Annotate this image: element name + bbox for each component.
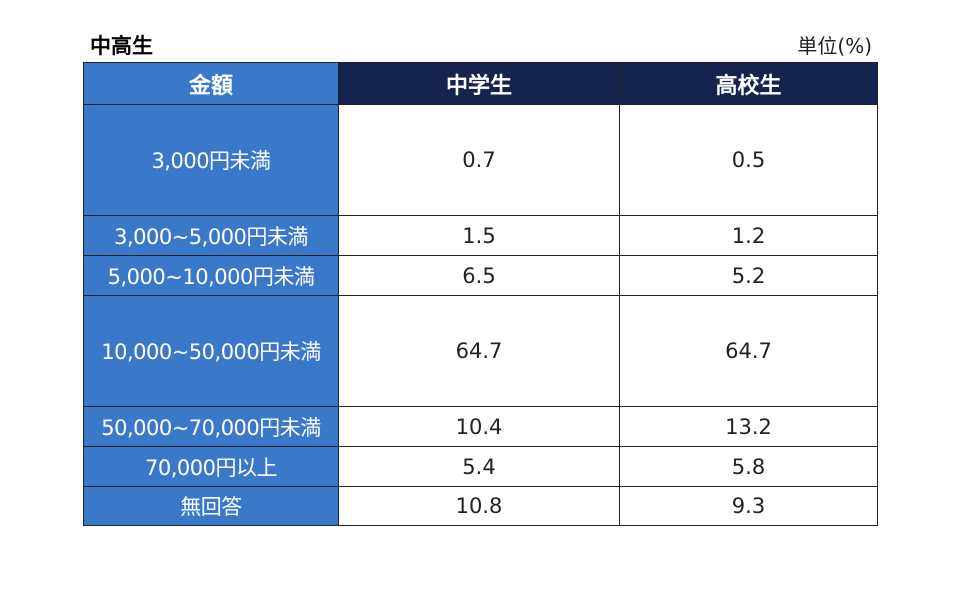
junior-value: 10.8 <box>338 486 620 526</box>
row-label: 50,000~70,000円未満 <box>83 406 339 447</box>
table-row: 3,000~5,000円未満 1.5 1.2 <box>83 215 878 256</box>
header-row: 金額 中学生 高校生 <box>83 62 878 105</box>
senior-value: 0.5 <box>619 104 878 216</box>
table-title: 中高生 <box>90 34 153 58</box>
senior-value: 9.3 <box>619 486 878 526</box>
row-label: 70,000円以上 <box>83 446 339 487</box>
junior-value: 1.5 <box>338 215 620 256</box>
table-row: 50,000~70,000円未満 10.4 13.2 <box>83 406 878 447</box>
row-label: 5,000~10,000円未満 <box>83 255 339 296</box>
senior-value: 5.8 <box>619 446 878 487</box>
junior-value: 5.4 <box>338 446 620 487</box>
table-row: 10,000~50,000円未満 64.7 64.7 <box>83 295 878 407</box>
header-junior-high: 中学生 <box>338 62 620 105</box>
junior-value: 64.7 <box>338 295 620 407</box>
row-label: 3,000円未満 <box>83 104 339 216</box>
senior-value: 1.2 <box>619 215 878 256</box>
senior-value: 5.2 <box>619 255 878 296</box>
table-row: 70,000円以上 5.4 5.8 <box>83 446 878 487</box>
row-label: 3,000~5,000円未満 <box>83 215 339 256</box>
senior-value: 13.2 <box>619 406 878 447</box>
header-amount: 金額 <box>83 62 339 105</box>
header-senior-high: 高校生 <box>619 62 878 105</box>
table-row: 3,000円未満 0.7 0.5 <box>83 104 878 216</box>
table-row: 5,000~10,000円未満 6.5 5.2 <box>83 255 878 296</box>
table-row: 無回答 10.8 9.3 <box>83 486 878 526</box>
junior-value: 6.5 <box>338 255 620 296</box>
senior-value: 64.7 <box>619 295 878 407</box>
data-table: 金額 中学生 高校生 3,000円未満 0.7 0.5 3,000~5,000円… <box>83 62 878 526</box>
junior-value: 0.7 <box>338 104 620 216</box>
row-label: 無回答 <box>83 486 339 526</box>
unit-label: 単位(%) <box>797 34 872 58</box>
junior-value: 10.4 <box>338 406 620 447</box>
row-label: 10,000~50,000円未満 <box>83 295 339 407</box>
